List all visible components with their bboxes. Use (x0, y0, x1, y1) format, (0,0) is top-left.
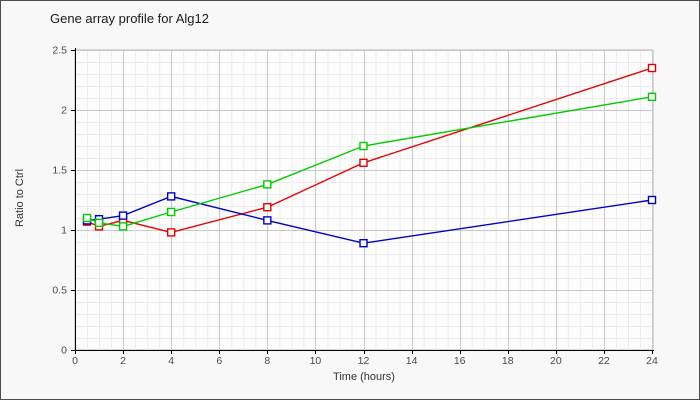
blue-series-marker (263, 216, 272, 225)
x-tick-label: 24 (646, 355, 658, 367)
green-series-marker (647, 92, 657, 102)
y-tick-label: 1 (61, 225, 67, 237)
x-tick-label: 6 (216, 355, 222, 367)
x-tick-label: 0 (72, 355, 78, 367)
blue-series-marker (359, 238, 368, 248)
green-series-marker (166, 207, 176, 217)
x-tick-label: 20 (550, 355, 562, 367)
blue-series-marker (118, 211, 128, 220)
green-series-marker (94, 218, 104, 228)
x-tick-label: 2 (120, 355, 126, 367)
green-series-marker (263, 180, 272, 189)
x-tick-label: 8 (264, 355, 270, 367)
x-tick-label: 10 (310, 355, 322, 367)
y-tick-label: 2.5 (52, 45, 67, 57)
x-tick-label: 16 (454, 355, 466, 367)
red-series-marker (166, 228, 176, 237)
y-tick-label: 0 (61, 345, 67, 357)
x-tick-label: 4 (168, 355, 174, 367)
y-tick-label: 0.5 (52, 285, 67, 297)
blue-series-marker (647, 195, 657, 205)
y-tick-label: 1.5 (52, 165, 67, 177)
green-series-marker (118, 222, 128, 231)
green-series-marker (359, 141, 368, 151)
x-tick-label: 12 (358, 355, 370, 367)
red-series-marker (359, 158, 368, 168)
x-tick-label: 22 (598, 355, 610, 367)
red-series-marker (647, 63, 657, 73)
blue-series-marker (166, 192, 176, 201)
red-series-marker (263, 202, 272, 212)
x-tick-label: 18 (502, 355, 514, 367)
y-tick-label: 2 (61, 105, 67, 117)
x-tick-label: 14 (406, 355, 418, 367)
x-axis-label: Time (hours) (333, 371, 395, 383)
chart-title: Gene array profile for Alg12 (50, 11, 209, 26)
green-series-marker (82, 213, 92, 223)
